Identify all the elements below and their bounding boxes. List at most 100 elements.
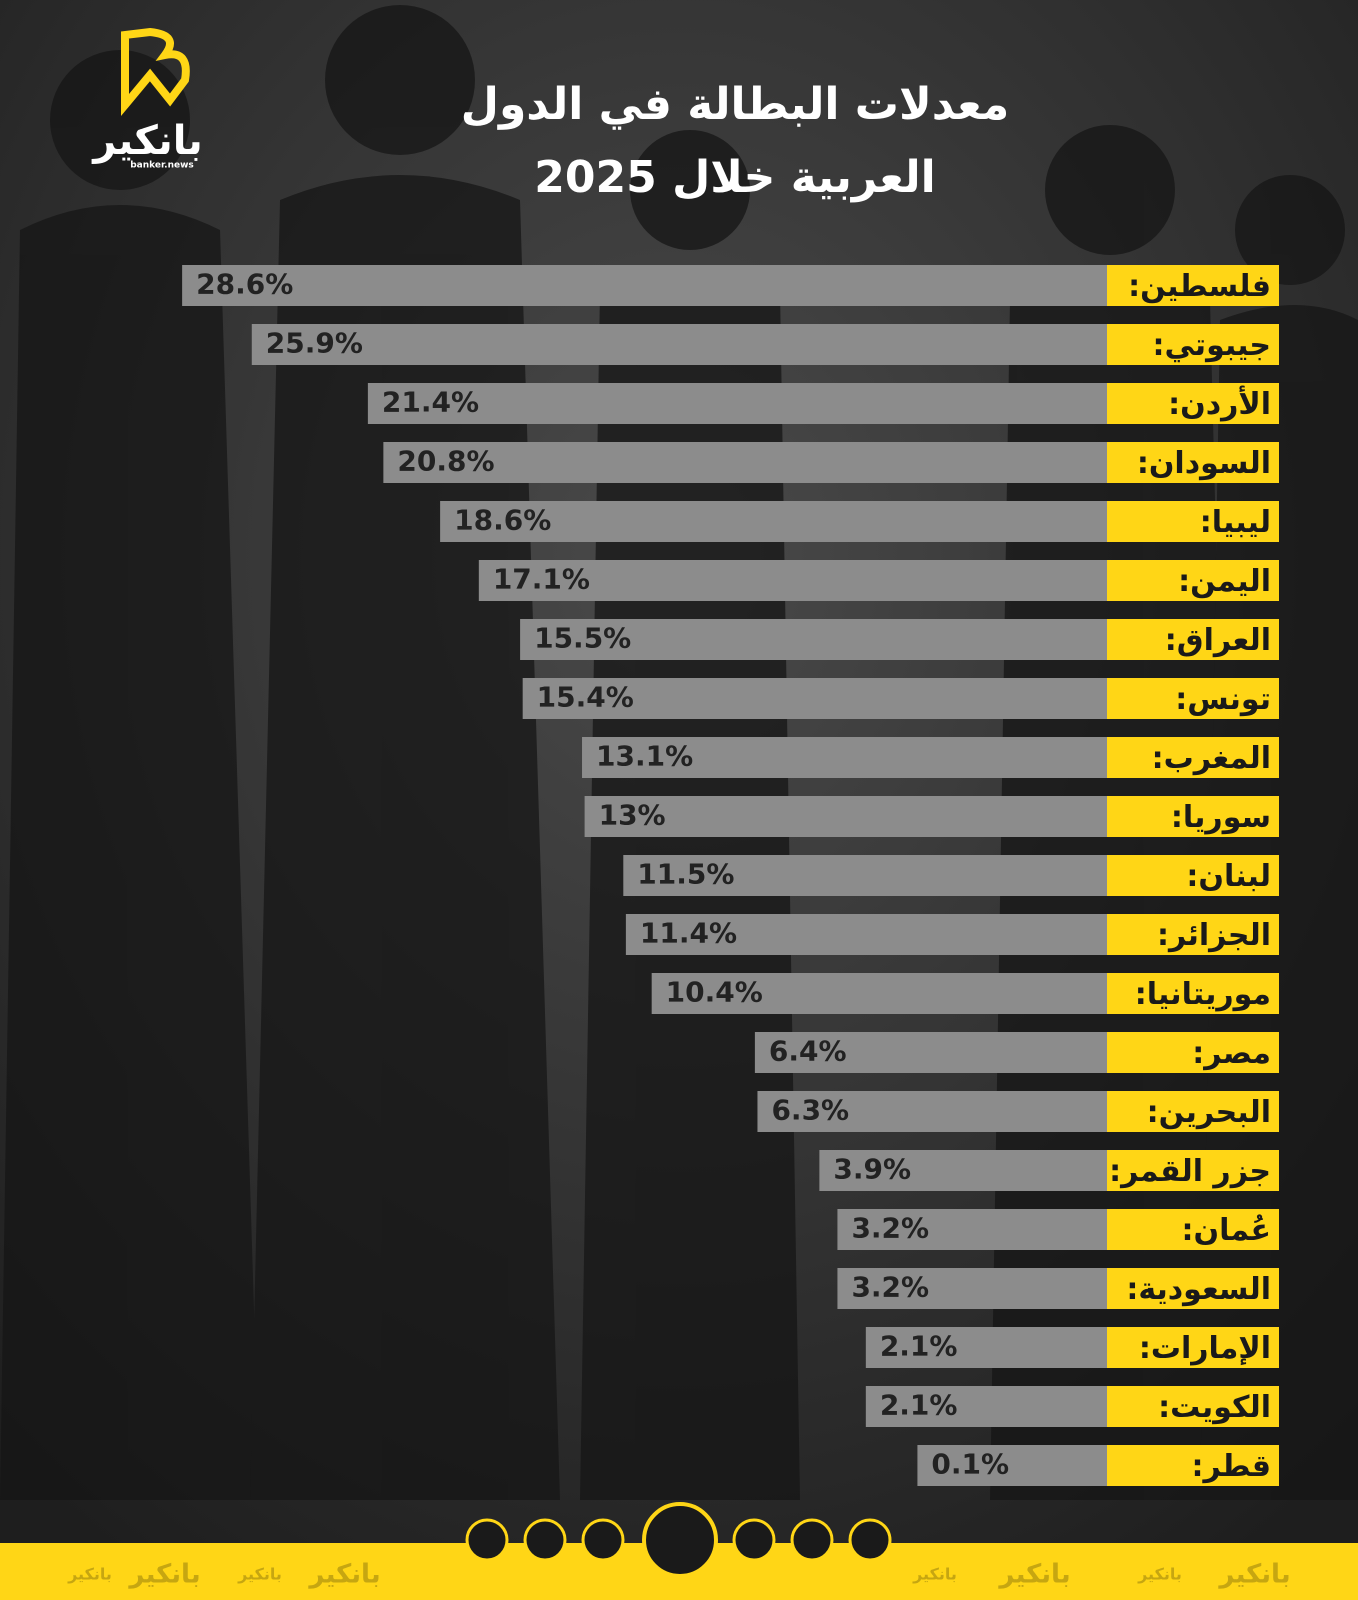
value-label: 3.2%	[851, 1212, 929, 1245]
value-label: 13%	[599, 799, 666, 832]
bar	[182, 265, 1107, 306]
bar	[478, 560, 1107, 601]
category-box	[1107, 1209, 1279, 1250]
logo: بانكير banker.news	[91, 27, 203, 171]
footer-brand: بانكير	[997, 1560, 1070, 1590]
value-label: 13.1%	[596, 740, 693, 773]
bar	[757, 1091, 1107, 1132]
value-label: 17.1%	[493, 563, 590, 596]
category-box	[1107, 1445, 1279, 1486]
bar	[251, 324, 1107, 365]
category-label: مصر:	[1192, 1036, 1271, 1071]
category-box	[1107, 619, 1279, 660]
footer-brand: بانكير	[67, 1565, 112, 1584]
category-box	[1107, 973, 1279, 1014]
category-label: المغرب:	[1152, 741, 1271, 776]
footer-brands: بانكير بانكير بانكير بانكير بانكير بانكير بانك…	[67, 1560, 1291, 1590]
category-box	[1107, 383, 1279, 424]
value-label: 21.4%	[382, 386, 479, 419]
category-label: جزر القمر:	[1109, 1154, 1271, 1189]
bar	[584, 796, 1107, 837]
category-box	[1107, 1327, 1279, 1368]
footer-brand: بانكير	[912, 1565, 957, 1584]
category-box	[1107, 1268, 1279, 1309]
category-label: الكويت:	[1158, 1390, 1271, 1425]
bar	[383, 442, 1107, 483]
category-label: العراق:	[1165, 623, 1271, 658]
category-box	[1107, 678, 1279, 719]
value-label: 25.9%	[266, 327, 363, 360]
bar	[865, 1327, 1107, 1368]
category-box	[1107, 560, 1279, 601]
chart-title: معدلات البطالة في الدول	[461, 79, 1009, 130]
value-label: 28.6%	[196, 268, 293, 301]
value-label: 2.1%	[880, 1389, 958, 1422]
category-label: تونس:	[1175, 682, 1271, 717]
category-box	[1107, 855, 1279, 896]
category-box	[1107, 737, 1279, 778]
value-label: 6.4%	[769, 1035, 847, 1068]
footer-brand: بانكير	[127, 1560, 200, 1590]
logo-site: banker.news	[130, 161, 194, 171]
category-box	[1107, 324, 1279, 365]
category-label: قطر:	[1191, 1449, 1271, 1484]
footer-brand: بانكير	[307, 1560, 380, 1590]
bar	[754, 1032, 1107, 1073]
value-label: 3.9%	[833, 1153, 911, 1186]
bar	[917, 1445, 1107, 1486]
bar	[623, 855, 1107, 896]
bar	[819, 1150, 1107, 1191]
category-box	[1107, 442, 1279, 483]
category-label: فلسطين:	[1128, 269, 1271, 304]
category-label: لبنان:	[1186, 859, 1271, 894]
footer-brand: بانكير	[237, 1565, 282, 1584]
bar	[520, 619, 1107, 660]
value-label: 18.6%	[454, 504, 551, 537]
category-box	[1107, 501, 1279, 542]
category-label: عُمان:	[1182, 1213, 1271, 1248]
logo-text: بانكير	[91, 118, 203, 164]
footer-brand: بانكير	[1217, 1560, 1290, 1590]
category-label: جيبوتي:	[1152, 328, 1271, 363]
value-label: 15.4%	[537, 681, 634, 714]
social-icons	[465, 1502, 892, 1578]
value-label: 20.8%	[397, 445, 494, 478]
category-label: سوريا:	[1171, 800, 1271, 835]
value-label: 10.4%	[666, 976, 763, 1009]
category-box	[1107, 1150, 1279, 1191]
category-box	[1107, 796, 1279, 837]
bar	[440, 501, 1107, 542]
category-box	[1107, 1032, 1279, 1073]
logo-mark	[121, 27, 190, 117]
value-label: 11.5%	[637, 858, 734, 891]
bar	[837, 1209, 1107, 1250]
category-label: السودان:	[1137, 446, 1271, 481]
category-label: موريتانيا:	[1135, 977, 1271, 1012]
category-label: الجزائر:	[1157, 918, 1271, 953]
value-label: 2.1%	[880, 1330, 958, 1363]
category-box	[1107, 914, 1279, 955]
category-label: البحرين:	[1147, 1095, 1271, 1130]
category-box	[1107, 265, 1279, 306]
bar	[367, 383, 1107, 424]
value-label: 6.3%	[771, 1094, 849, 1127]
bar	[865, 1386, 1107, 1427]
bar	[625, 914, 1107, 955]
bar	[522, 678, 1107, 719]
category-box	[1107, 1386, 1279, 1427]
category-label: الأردن:	[1168, 385, 1271, 422]
value-label: 15.5%	[534, 622, 631, 655]
value-label: 11.4%	[640, 917, 737, 950]
value-label: 3.2%	[851, 1271, 929, 1304]
bar	[837, 1268, 1107, 1309]
category-label: اليمن:	[1178, 564, 1271, 599]
category-label: الإمارات:	[1139, 1331, 1271, 1366]
bar	[582, 737, 1107, 778]
footer-brand: بانكير	[1137, 1565, 1182, 1584]
category-label: السعودية:	[1126, 1272, 1271, 1307]
bar	[651, 973, 1107, 1014]
chart-title: العربية خلال 2025	[534, 152, 935, 203]
category-label: ليبيا:	[1200, 505, 1271, 540]
